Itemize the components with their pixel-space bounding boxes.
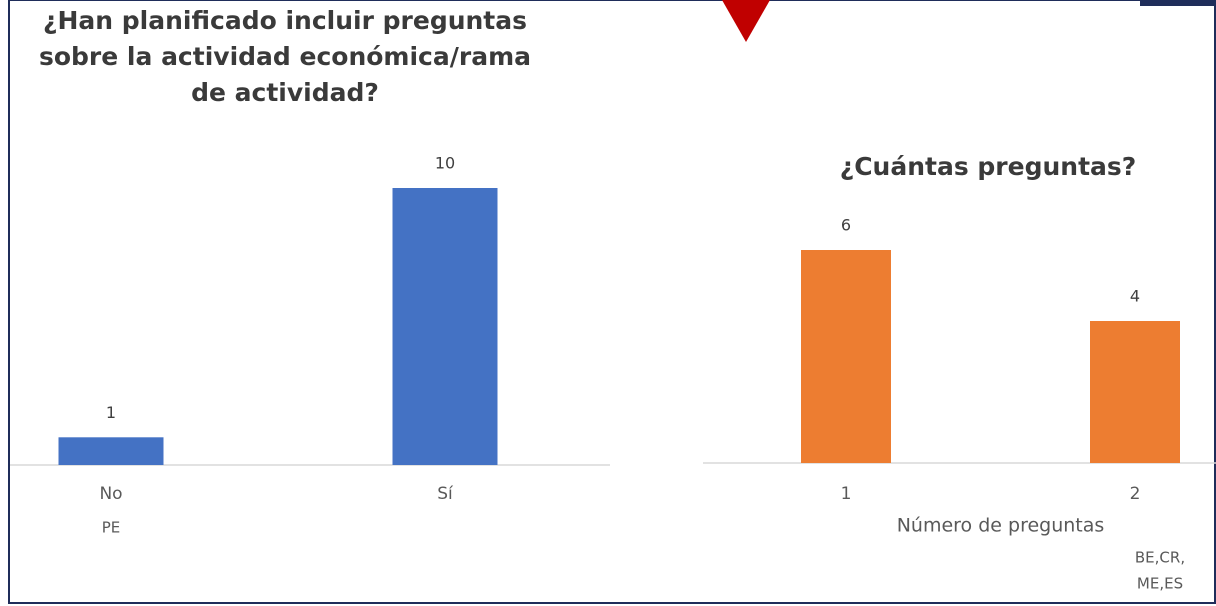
x-axis-label: Número de preguntas <box>897 515 1105 537</box>
frame <box>8 0 1216 604</box>
x-tick-label: 1 <box>841 484 852 504</box>
value-label: 6 <box>841 216 851 235</box>
bar <box>58 437 164 465</box>
value-label: 1 <box>106 403 116 422</box>
bar <box>801 250 891 463</box>
x-tick-label: No <box>99 484 122 504</box>
value-label: 10 <box>435 154 455 173</box>
top-bar <box>1140 0 1216 6</box>
chart-title: ¿Han planificado incluir preguntas <box>43 6 527 35</box>
bar <box>1090 321 1180 463</box>
chart-title: de actividad? <box>191 78 379 107</box>
chart-title: ¿Cuántas preguntas? <box>840 152 1137 181</box>
bar <box>392 188 498 465</box>
value-label: 4 <box>1130 287 1140 306</box>
annotation: ME,ES <box>1137 575 1183 593</box>
x-tick-label: Sí <box>437 484 454 504</box>
annotation: BE,CR, <box>1135 549 1185 567</box>
red-diamond <box>722 0 770 42</box>
annotation: PE <box>102 519 121 537</box>
chart-title: sobre la actividad económica/rama <box>39 42 531 71</box>
x-tick-label: 2 <box>1130 484 1141 504</box>
